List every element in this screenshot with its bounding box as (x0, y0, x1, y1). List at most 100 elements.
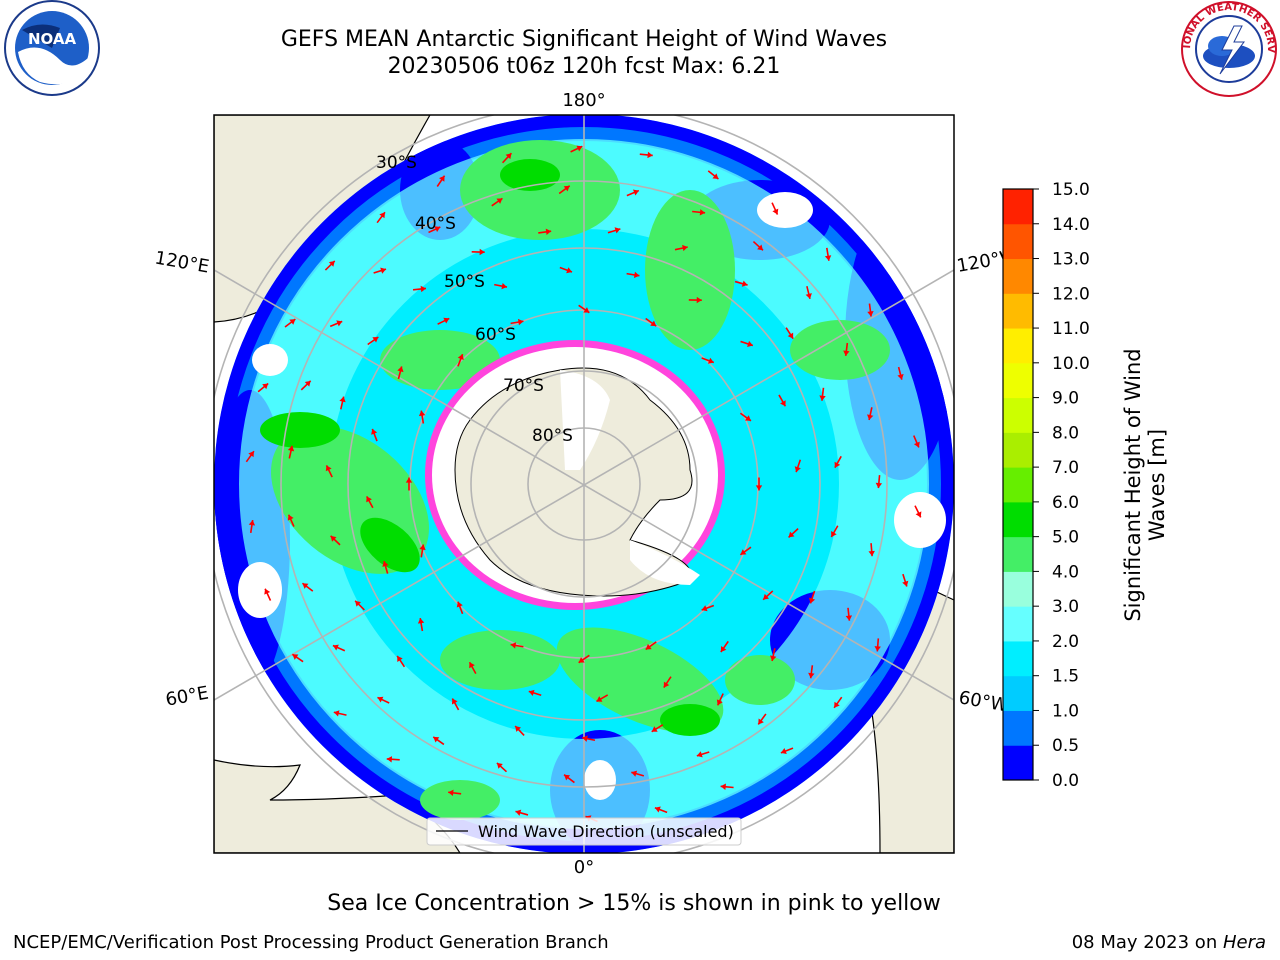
colorbar-tick-label: 8.0 (1052, 423, 1079, 443)
colorbar-tick-label: 1.0 (1052, 701, 1079, 721)
colorbar-tick-label: 15.0 (1052, 180, 1090, 200)
wind-wave-arrowhead (633, 271, 640, 279)
lat-label-50s: 50°S (444, 272, 485, 292)
wind-wave-arrowhead (583, 307, 590, 313)
wind-wave-arrowhead (831, 531, 837, 538)
colorbar-tick-label: 10.0 (1052, 354, 1090, 374)
wind-wave-arrowhead (915, 511, 922, 518)
colorbar-segment (1003, 397, 1033, 433)
footer-date: 08 May 2023 on Hera (1072, 932, 1266, 953)
lat-label-80s: 80°S (532, 426, 573, 446)
wind-wave-arrowhead (819, 395, 826, 401)
colorbar-segment (1003, 223, 1033, 260)
colorbar-tick-label: 3.0 (1052, 597, 1079, 617)
map-legend: Wind Wave Direction (unscaled) (426, 817, 742, 846)
chart-subtitle: 20230506 t06z 120h fcst Max: 6.21 (387, 54, 781, 79)
wind-wave-arrowhead (875, 482, 883, 489)
colorbar-tick-label: 12.0 (1052, 284, 1090, 304)
wind-wave-arrowhead (292, 654, 299, 660)
wind-wave-arrowhead (834, 701, 840, 708)
colorbar-segment (1003, 710, 1033, 746)
wind-wave-arrowhead (439, 175, 445, 182)
wind-wave-arrowhead (647, 151, 653, 159)
wind-wave-arrowhead (382, 561, 389, 567)
wind-wave-arrowhead (332, 644, 339, 651)
lat-label-40s: 40°S (415, 214, 456, 234)
wind-wave-arrowhead (808, 597, 816, 604)
colorbar-tick-label: 5.0 (1052, 528, 1079, 548)
wind-wave-arrowhead (834, 461, 841, 468)
wind-wave-arrows (245, 145, 922, 823)
colorbar-tick-label: 9.0 (1052, 389, 1079, 409)
wind-wave-arrowhead (517, 318, 524, 326)
antarctica-land (454, 367, 693, 597)
wind-wave-arrowhead (596, 696, 603, 702)
wind-wave-arrowhead (843, 350, 850, 356)
wind-wave-arrowhead (582, 735, 588, 742)
footer-date-text: 08 May 2023 on (1071, 932, 1223, 953)
wind-wave-arrowhead (707, 357, 714, 364)
colorbar-frame (1002, 188, 1034, 781)
wind-wave-arrowhead (645, 643, 652, 650)
wind-wave-arrowhead (262, 383, 269, 390)
wind-wave-arrowhead (720, 783, 726, 790)
wind-wave-arrowhead (744, 415, 751, 421)
wind-wave-arrowhead (564, 774, 571, 781)
lon-label-120e: 120°E (153, 247, 211, 277)
wind-wave-arrowhead (339, 396, 346, 403)
wind-wave-arrowhead (867, 414, 874, 420)
lat-label-30s: 30°S (376, 153, 417, 173)
wind-wave-arrowhead (304, 380, 311, 387)
colorbar-label-text: Significant Height of Wind Waves [m] (1121, 348, 1169, 622)
wind-wave-arrowhead (563, 185, 570, 192)
wind-wave-arrowhead (741, 280, 748, 287)
colorbar-segment (1003, 571, 1033, 607)
wind-wave-arrowhead (289, 319, 296, 325)
wind-wave-arrowhead (720, 646, 727, 653)
wind-wave-arrowhead (336, 320, 343, 327)
sea-ice-footnote: Sea Ice Concentration > 15% is shown in … (327, 891, 941, 916)
colorbar-label: Significant Height of Wind Waves [m] (1121, 320, 1169, 650)
colorbar-segment (1003, 640, 1033, 677)
wind-wave-arrowhead (248, 520, 256, 526)
wind-wave-arrowhead (770, 655, 777, 662)
wind-wave-arrowhead (651, 726, 658, 732)
wind-wave-arrowhead (397, 655, 403, 662)
wind-wave-arrowhead (405, 477, 413, 483)
colorbar-tick-label: 11.0 (1052, 319, 1090, 339)
wind-wave-arrowhead (788, 531, 795, 538)
noaa-logo-text: NOAA (28, 30, 77, 48)
colorbar-segment (1003, 745, 1033, 781)
wind-wave-arrowhead (325, 465, 332, 472)
colorbar-tick-label: 13.0 (1052, 250, 1090, 270)
wind-wave-arrowhead (418, 410, 426, 417)
colorbar-tick-label: 14.0 (1052, 215, 1090, 235)
wind-wave-arrowhead (496, 198, 503, 204)
wind-wave-arrowhead (576, 145, 583, 152)
wind-wave-arrowhead (528, 689, 535, 696)
wind-wave-arrowhead (371, 428, 378, 435)
colorbar-tick-label: 6.0 (1052, 493, 1079, 513)
colorbar-segment (1003, 258, 1033, 294)
lon-label-0: 0° (574, 857, 594, 878)
chart-title: GEFS MEAN Antarctic Significant Height o… (280, 27, 888, 52)
wind-wave-arrowhead (419, 544, 426, 551)
wind-wave-arrowhead (868, 550, 875, 557)
wind-wave-arrowhead (443, 317, 450, 324)
wind-wave-arrowhead (434, 226, 441, 233)
wind-wave-arrowhead (772, 208, 779, 215)
wind-wave-arrowhead (366, 496, 372, 503)
colorbar-segment (1003, 606, 1033, 642)
wind-wave-arrowhead (377, 696, 384, 703)
wind-wave-arrowhead (287, 445, 295, 452)
wind-wave-arrowhead (632, 189, 639, 196)
colorbar-tick-label: 0.0 (1052, 771, 1079, 791)
wind-wave-arrowhead (420, 285, 426, 293)
wind-wave-arrowhead (874, 646, 881, 652)
wind-wave-arrowhead (808, 672, 815, 679)
wind-wave-arrowhead (372, 337, 379, 343)
map-area: 30°S 40°S 50°S 60°S 70°S 80°S Wind Wave … (214, 115, 954, 853)
map-frame (213, 114, 955, 854)
graticule (214, 115, 954, 853)
wind-wave-arrowhead (448, 789, 454, 797)
